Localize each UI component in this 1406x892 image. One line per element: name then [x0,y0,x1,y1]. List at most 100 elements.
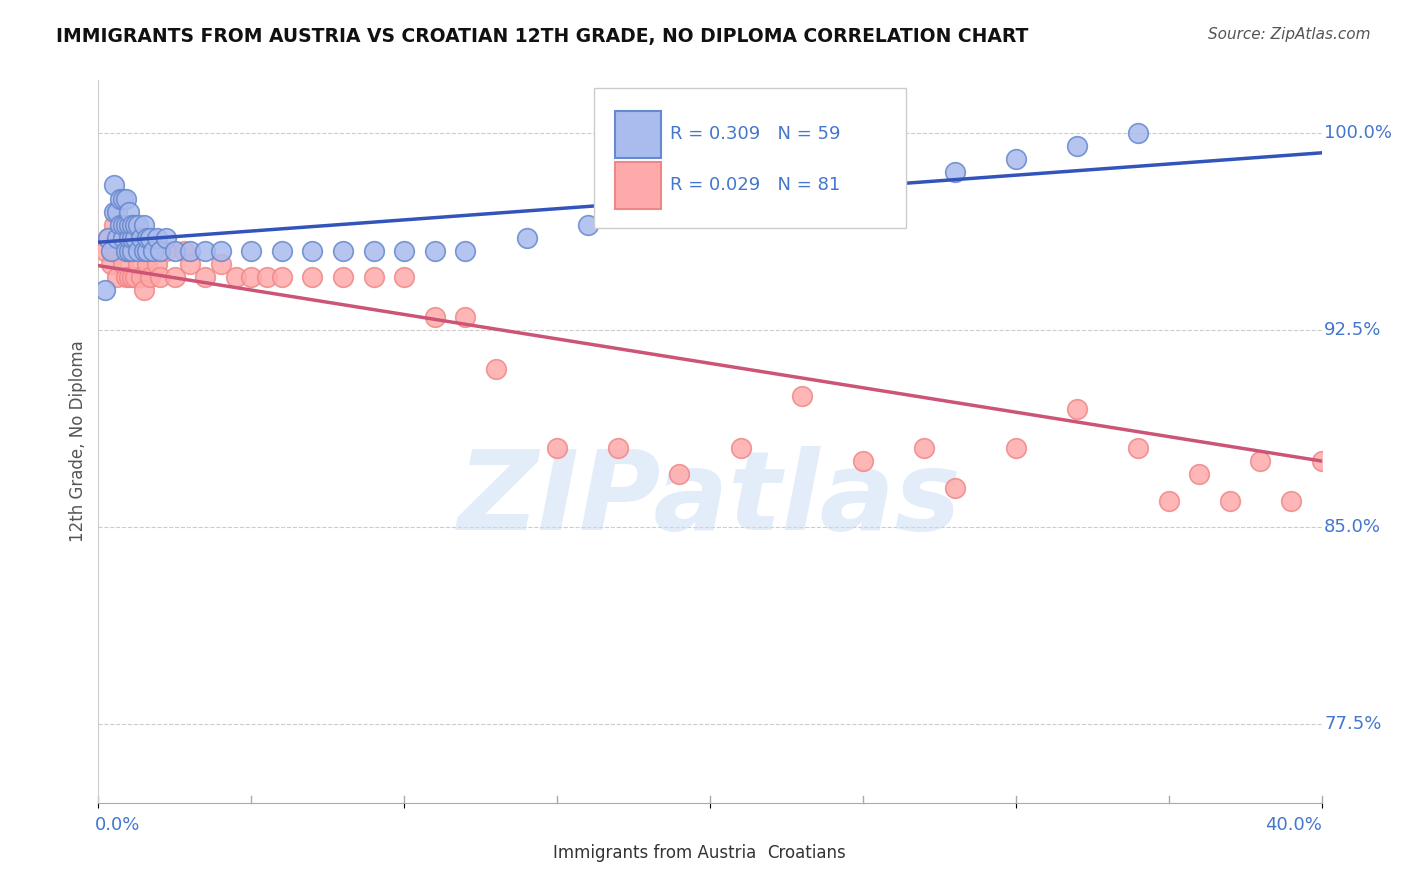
Point [155,231,177,245]
Point [118,270,141,285]
Point [139,270,162,285]
Point [118,244,141,258]
Point [301,270,323,285]
Point [392,270,416,285]
Point [240,270,263,285]
Point [111,192,134,206]
Text: 85.0%: 85.0% [1324,518,1381,536]
FancyBboxPatch shape [517,838,551,869]
Point [1128,441,1150,455]
Point [270,270,292,285]
Text: 40.0%: 40.0% [1265,816,1322,834]
Point [1249,454,1271,468]
Point [637,204,661,219]
Point [1004,441,1026,455]
Point [145,231,167,245]
FancyBboxPatch shape [731,838,765,869]
Point [118,204,141,219]
Point [194,270,217,285]
Point [332,270,354,285]
Point [852,454,875,468]
Point [225,270,247,285]
Point [121,218,143,232]
Point [1219,493,1241,508]
Text: 0.0%: 0.0% [96,816,141,834]
Point [1004,152,1026,166]
Point [97,231,120,245]
Point [149,244,172,258]
Point [142,244,165,258]
Text: R = 0.309   N = 59: R = 0.309 N = 59 [669,126,841,144]
Point [163,270,186,285]
Point [423,310,446,324]
Point [209,257,232,271]
Point [103,244,125,258]
Point [136,231,159,245]
Point [121,244,143,258]
Text: IMMIGRANTS FROM AUSTRIA VS CROATIAN 12TH GRADE, NO DIPLOMA CORRELATION CHART: IMMIGRANTS FROM AUSTRIA VS CROATIAN 12TH… [56,27,1029,45]
Point [105,270,128,285]
Point [270,244,292,258]
Point [423,244,446,258]
Point [124,244,146,258]
FancyBboxPatch shape [614,111,661,158]
Point [163,244,186,258]
Point [136,257,159,271]
Point [240,244,263,258]
Point [209,244,232,258]
Point [97,231,120,245]
Point [392,244,416,258]
Point [790,388,813,402]
Point [332,244,354,258]
Point [136,244,159,258]
Point [1066,139,1088,153]
Point [139,231,162,245]
Text: ZIPatlas: ZIPatlas [458,446,962,553]
Text: 92.5%: 92.5% [1324,321,1382,339]
Point [124,231,146,245]
Point [105,204,128,219]
Text: 77.5%: 77.5% [1324,715,1382,733]
Point [759,192,782,206]
Point [821,178,844,193]
Text: R = 0.029   N = 81: R = 0.029 N = 81 [669,176,839,194]
Point [105,231,128,245]
Point [454,310,477,324]
Point [363,270,385,285]
Point [111,231,134,245]
Point [301,244,323,258]
Point [699,192,721,206]
Point [127,244,149,258]
Point [111,218,134,232]
Point [127,257,149,271]
Point [134,244,156,258]
Point [108,218,131,232]
Point [111,257,134,271]
Point [943,165,966,179]
Point [576,218,599,232]
Point [1128,126,1150,140]
Text: 100.0%: 100.0% [1324,124,1392,142]
Point [516,231,538,245]
Point [111,231,134,245]
Point [155,244,177,258]
Point [194,244,217,258]
Point [127,218,149,232]
Point [883,165,905,179]
Point [115,192,138,206]
Point [730,441,752,455]
Point [179,244,201,258]
Point [1157,493,1180,508]
Point [124,270,146,285]
Point [93,244,115,258]
Text: Source: ZipAtlas.com: Source: ZipAtlas.com [1208,27,1371,42]
Point [668,467,690,482]
Point [108,192,131,206]
Point [1279,493,1302,508]
Point [121,231,143,245]
Text: Croatians: Croatians [768,845,846,863]
Point [134,218,156,232]
Point [134,284,156,298]
Point [103,178,125,193]
Point [134,244,156,258]
